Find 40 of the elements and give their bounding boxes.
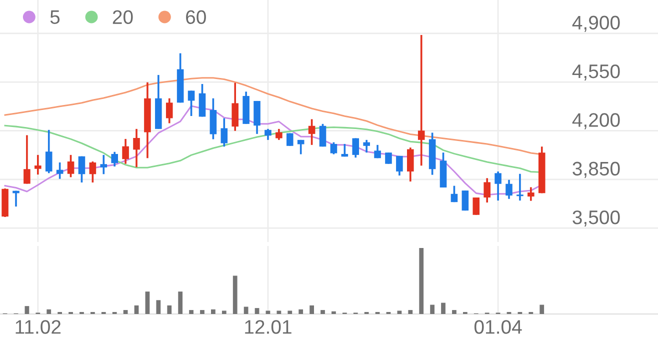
bar (189, 310, 194, 314)
bar (24, 306, 30, 314)
y-tick-label: 3,500 (572, 210, 620, 227)
bar (46, 309, 52, 314)
bar (254, 308, 260, 314)
bar (441, 302, 446, 314)
bar (332, 311, 336, 314)
bar (200, 310, 204, 314)
legend-label: 60 (186, 10, 206, 24)
y-tick-label: 4,550 (572, 64, 620, 81)
y-tick-label: 4,900 (572, 16, 620, 32)
bar (232, 276, 238, 314)
bar (310, 305, 314, 314)
bar (145, 292, 150, 314)
y-tick-label: 3,850 (572, 162, 620, 178)
bar (408, 310, 413, 314)
x-tick-label: 01.04 (474, 320, 522, 334)
bar (397, 310, 402, 314)
bar (419, 248, 424, 314)
x-tick-label: 12.01 (245, 320, 292, 334)
bar (288, 310, 292, 314)
bar (211, 309, 216, 314)
bar (430, 304, 435, 314)
bar (167, 305, 172, 314)
bar (276, 310, 282, 314)
bar (266, 310, 270, 314)
bar (156, 300, 161, 314)
bar (540, 304, 544, 314)
x-tick-label: 11.02 (16, 320, 61, 334)
bar (123, 310, 128, 314)
legend-label: 5 (50, 10, 60, 24)
bar (298, 309, 304, 314)
bar (178, 292, 183, 314)
bar (452, 310, 456, 314)
bar (320, 310, 325, 314)
legend-label: 20 (112, 10, 133, 24)
y-tick-label: 4,200 (572, 113, 620, 130)
bar (222, 310, 226, 314)
bar (244, 306, 248, 314)
bar (134, 305, 139, 314)
